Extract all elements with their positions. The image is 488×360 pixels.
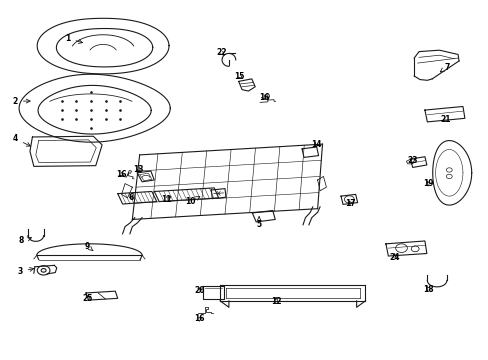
Text: 6: 6 (128, 193, 134, 202)
Text: 24: 24 (388, 253, 399, 262)
Text: 16: 16 (116, 170, 126, 179)
Text: 9: 9 (85, 242, 93, 251)
Text: 4: 4 (13, 134, 30, 146)
Text: 15: 15 (234, 72, 244, 81)
Text: 11: 11 (161, 195, 171, 204)
Text: 14: 14 (311, 140, 321, 149)
Text: 23: 23 (407, 156, 417, 165)
Text: 21: 21 (439, 115, 450, 124)
Text: 5: 5 (256, 217, 261, 229)
Text: 18: 18 (423, 285, 433, 294)
Text: 16: 16 (258, 93, 269, 102)
Text: 20: 20 (194, 285, 204, 294)
Text: 16: 16 (194, 314, 204, 323)
Text: 13: 13 (133, 165, 143, 174)
Text: 17: 17 (345, 199, 355, 208)
Text: 2: 2 (13, 96, 30, 105)
Text: 12: 12 (270, 297, 281, 306)
Text: 22: 22 (216, 48, 226, 57)
Text: 10: 10 (185, 197, 200, 206)
Text: 1: 1 (65, 34, 82, 44)
Text: 25: 25 (82, 294, 93, 303)
Text: 3: 3 (18, 267, 34, 276)
Text: 8: 8 (19, 237, 31, 246)
Text: 7: 7 (439, 63, 448, 72)
Text: 19: 19 (423, 179, 433, 188)
